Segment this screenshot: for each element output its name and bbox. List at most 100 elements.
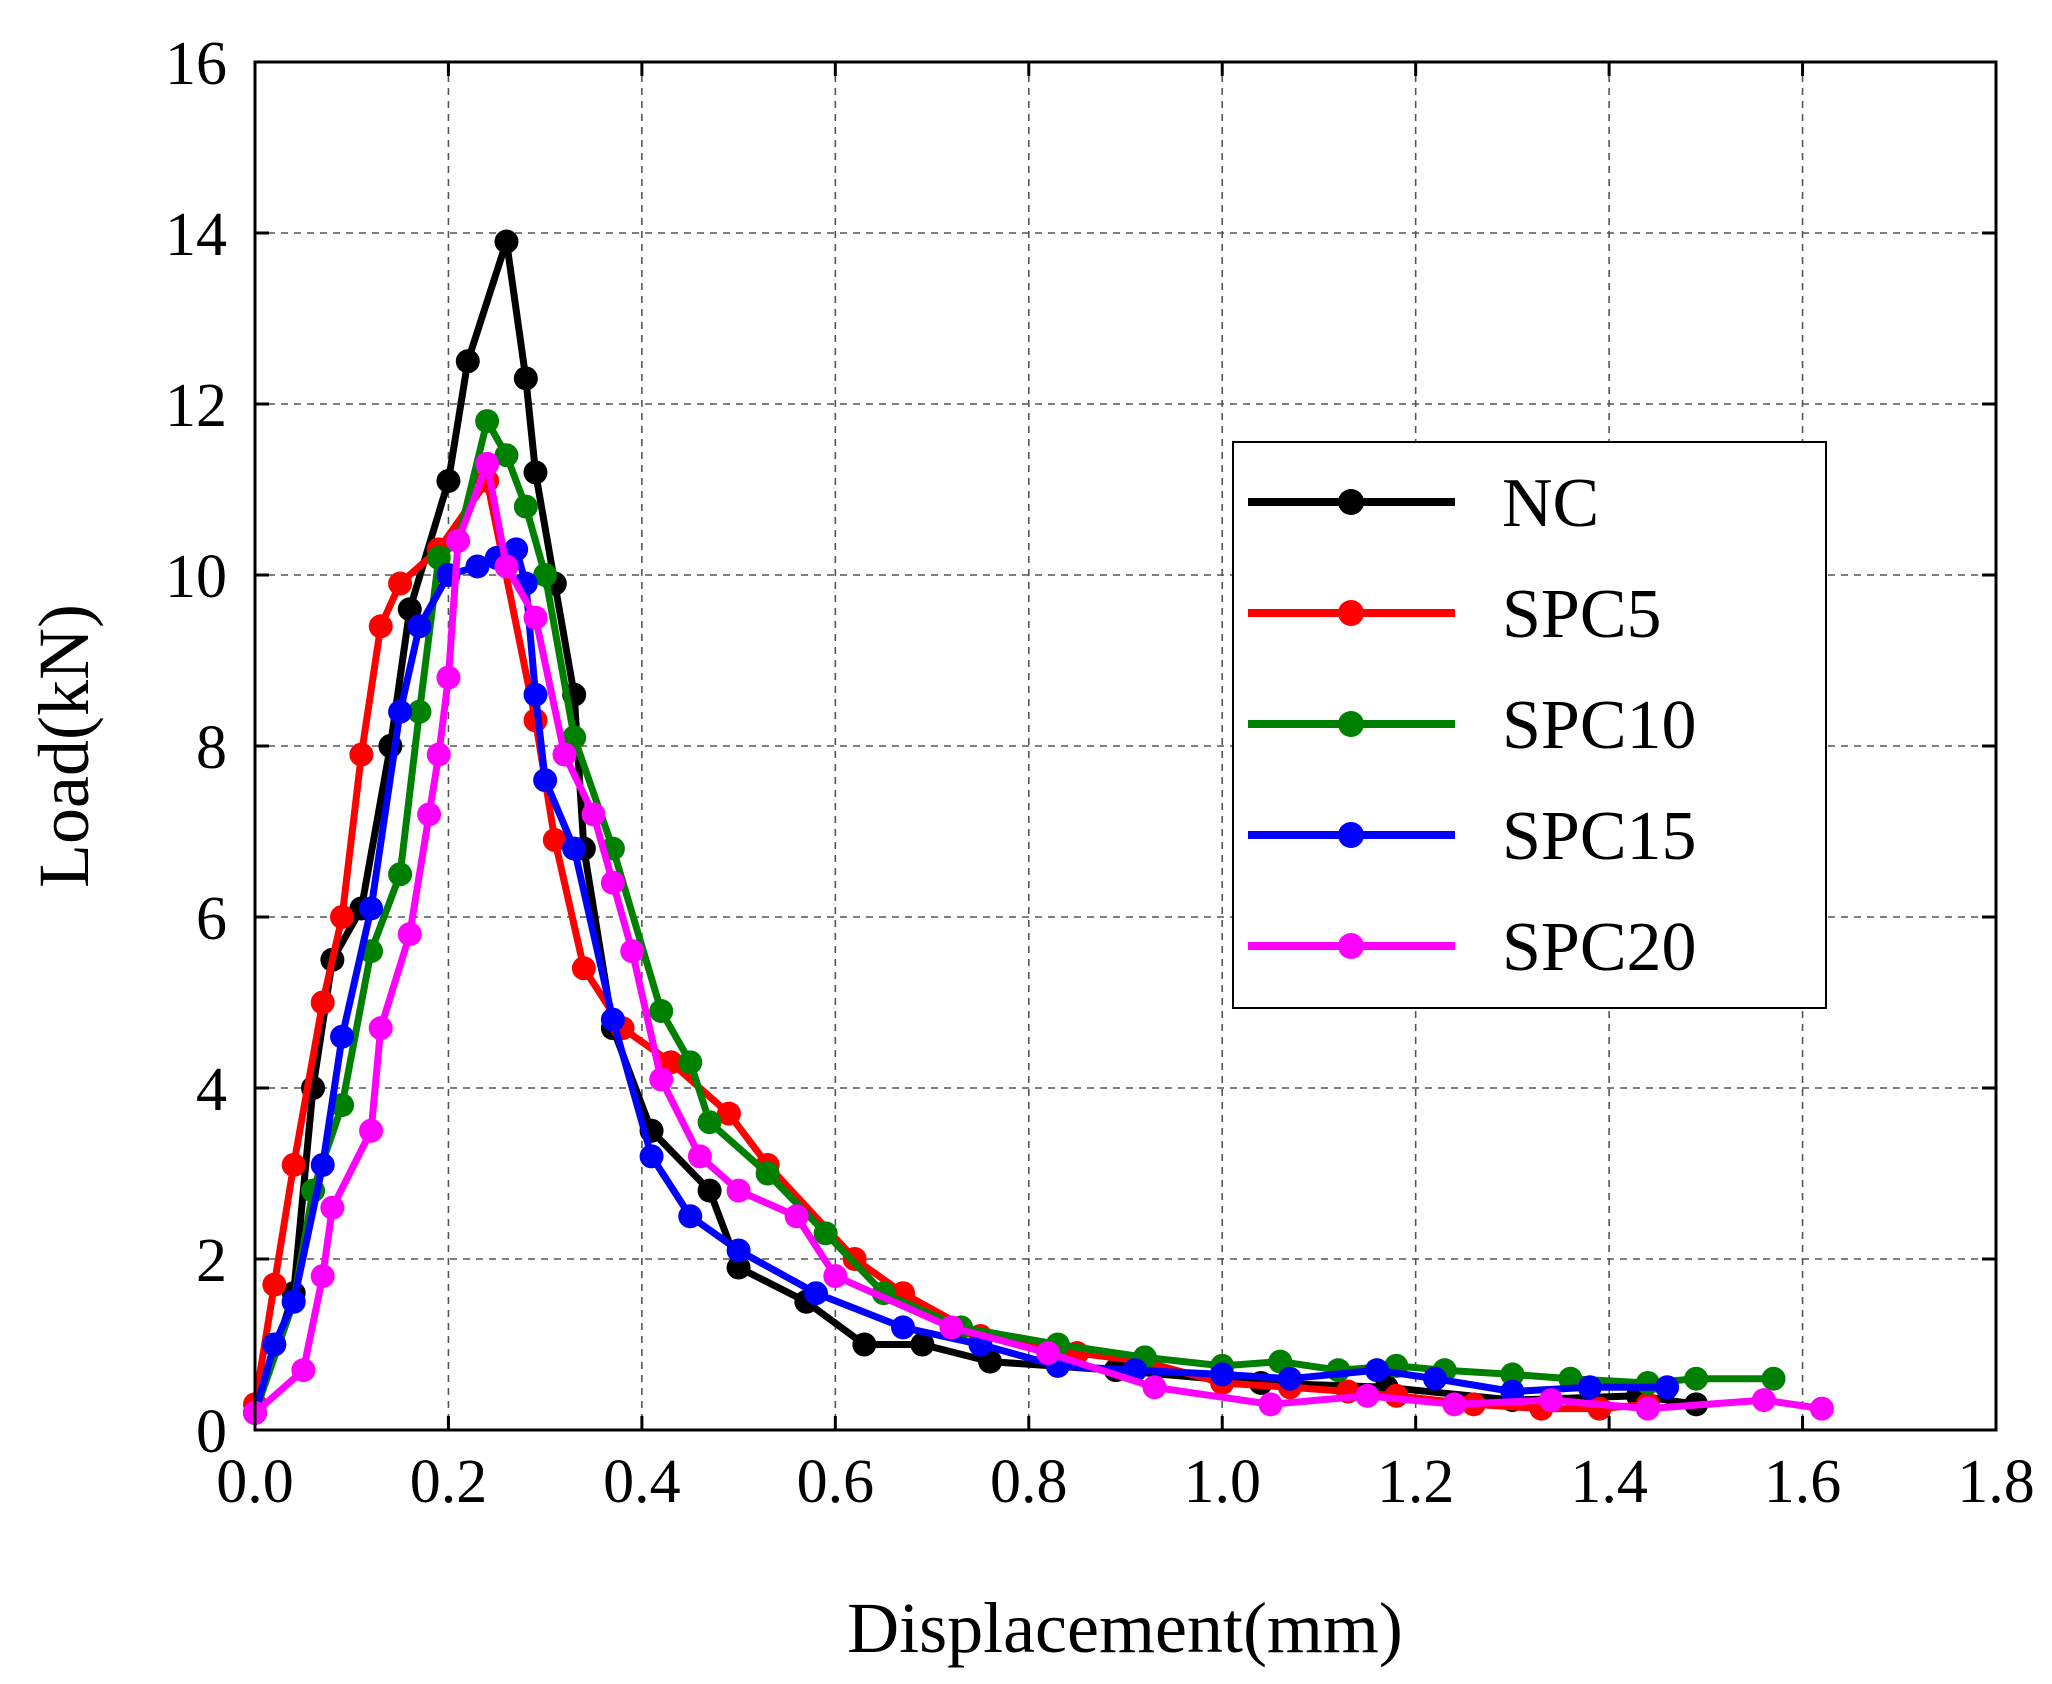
- legend-label-spc10: SPC10: [1502, 687, 1697, 764]
- data-point-spc15: [407, 614, 432, 639]
- data-point-spc20: [397, 922, 422, 947]
- data-point-spc15: [1577, 1375, 1602, 1400]
- data-point-nc: [726, 1255, 751, 1280]
- y-tick-label: 10: [165, 543, 227, 611]
- data-point-spc15: [726, 1238, 751, 1263]
- data-point-spc20: [446, 528, 471, 553]
- x-tick-label: 0.4: [603, 1448, 681, 1516]
- data-point-spc20: [426, 742, 451, 767]
- legend-label-spc15: SPC15: [1502, 798, 1697, 875]
- series-line-spc10: [251, 417, 1774, 1415]
- legend-item-spc10: SPC10: [1248, 687, 1697, 764]
- ticks: [253, 60, 1998, 1432]
- x-tick-label: 1.0: [1183, 1448, 1261, 1516]
- data-point-spc15: [803, 1281, 828, 1306]
- data-point-spc20: [649, 1067, 674, 1092]
- data-point-spc15: [359, 896, 384, 921]
- data-point-nc: [436, 468, 461, 493]
- data-point-spc20: [620, 939, 645, 964]
- data-point-spc10: [813, 1221, 838, 1246]
- data-point-nc: [513, 366, 538, 391]
- legend-label-spc20: SPC20: [1502, 909, 1697, 986]
- data-point-spc15: [891, 1315, 916, 1340]
- legend-marker-spc10: [1338, 711, 1364, 737]
- data-point-spc15: [1655, 1375, 1680, 1400]
- x-tick-label: 0.6: [797, 1448, 875, 1516]
- data-point-spc20: [1635, 1396, 1660, 1421]
- x-tick-labels: 0.0 0.2 0.4 0.6 0.8 1.0 1.2 1.4 1.6 1.8: [216, 1448, 2035, 1516]
- legend-label-spc5: SPC5: [1502, 576, 1662, 653]
- data-point-spc20: [1751, 1388, 1776, 1413]
- y-tick-labels: 0 2 4 6 8 10 12 14 16: [165, 30, 227, 1466]
- series-spc15: [243, 537, 1680, 1425]
- data-point-spc15: [562, 836, 587, 861]
- data-point-nc: [494, 229, 519, 254]
- x-tick-label: 1.2: [1377, 1448, 1455, 1516]
- data-point-spc5: [330, 905, 355, 929]
- legend-label-nc: NC: [1502, 465, 1599, 542]
- series-group: [243, 229, 1834, 1425]
- data-point-spc5: [262, 1272, 287, 1297]
- x-tick-label: 0.8: [990, 1448, 1068, 1516]
- y-tick-label: 8: [196, 714, 227, 782]
- legend-marker-spc20: [1338, 933, 1364, 959]
- data-point-spc10: [678, 1050, 703, 1075]
- data-point-spc20: [320, 1195, 345, 1220]
- data-point-spc15: [639, 1144, 664, 1169]
- data-point-spc20: [687, 1144, 712, 1169]
- data-point-spc15: [1210, 1362, 1235, 1387]
- y-axis-title: Load(kN): [24, 604, 104, 888]
- data-point-spc10: [1500, 1362, 1525, 1387]
- data-point-spc15: [281, 1289, 306, 1314]
- data-point-nc: [910, 1332, 935, 1357]
- data-point-spc20: [1142, 1375, 1167, 1400]
- data-point-spc10: [513, 494, 538, 519]
- data-point-spc10: [533, 563, 558, 587]
- data-point-spc10: [407, 699, 432, 724]
- data-point-spc20: [368, 1016, 393, 1041]
- data-point-spc20: [939, 1315, 964, 1340]
- data-point-spc20: [1036, 1341, 1061, 1366]
- data-point-spc20: [726, 1178, 751, 1203]
- data-point-spc20: [552, 742, 577, 767]
- legend-item-spc20: SPC20: [1248, 909, 1697, 986]
- x-tick-label: 1.6: [1764, 1448, 1842, 1516]
- data-point-spc20: [1355, 1383, 1380, 1408]
- data-point-spc20: [784, 1204, 809, 1229]
- data-point-spc15: [533, 768, 558, 793]
- data-point-spc10: [649, 999, 674, 1024]
- data-point-spc15: [600, 1007, 625, 1032]
- data-point-spc10: [755, 1161, 780, 1186]
- data-point-spc5: [368, 614, 393, 639]
- x-tick-label: 1.4: [1570, 1448, 1648, 1516]
- x-tick-label: 0.0: [216, 1448, 294, 1516]
- data-point-spc10: [475, 409, 500, 434]
- data-point-spc15: [262, 1332, 287, 1357]
- data-point-nc: [697, 1178, 722, 1203]
- data-point-spc20: [600, 870, 625, 895]
- data-point-nc: [852, 1332, 877, 1357]
- data-point-spc15: [1423, 1366, 1448, 1391]
- data-point-spc20: [581, 802, 606, 827]
- data-point-spc20: [475, 451, 500, 476]
- data-point-spc20: [523, 605, 548, 630]
- data-point-spc15: [523, 682, 548, 707]
- legend-item-spc15: SPC15: [1248, 798, 1697, 875]
- series-spc20: [243, 451, 1834, 1425]
- data-point-spc15: [465, 554, 490, 579]
- data-point-spc15: [678, 1204, 703, 1229]
- y-tick-label: 2: [196, 1227, 227, 1295]
- legend-marker-nc: [1338, 489, 1364, 515]
- data-point-spc20: [1539, 1388, 1564, 1413]
- data-point-spc20: [1258, 1392, 1283, 1417]
- data-point-spc20: [436, 665, 461, 690]
- data-point-spc20: [823, 1264, 848, 1289]
- data-point-spc15: [310, 1152, 335, 1177]
- y-tick-label: 16: [165, 30, 227, 98]
- data-point-spc10: [697, 1110, 722, 1135]
- data-point-nc: [455, 349, 480, 374]
- data-point-spc20: [291, 1358, 316, 1383]
- data-point-spc20: [359, 1118, 384, 1143]
- data-point-spc20: [417, 802, 442, 827]
